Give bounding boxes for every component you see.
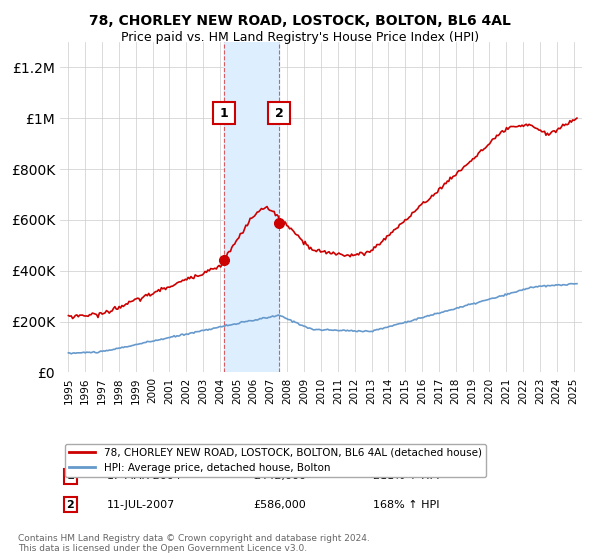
Text: £586,000: £586,000 [253,500,306,510]
Text: 17-MAR-2004: 17-MAR-2004 [107,472,182,482]
Text: 2: 2 [275,106,284,120]
Text: 2: 2 [67,500,74,510]
Text: Price paid vs. HM Land Registry's House Price Index (HPI): Price paid vs. HM Land Registry's House … [121,31,479,44]
Text: 78, CHORLEY NEW ROAD, LOSTOCK, BOLTON, BL6 4AL: 78, CHORLEY NEW ROAD, LOSTOCK, BOLTON, B… [89,14,511,28]
Text: 168% ↑ HPI: 168% ↑ HPI [373,500,440,510]
Bar [224,42,280,372]
Legend: 78, CHORLEY NEW ROAD, LOSTOCK, BOLTON, BL6 4AL (detached house), HPI: Average pr: 78, CHORLEY NEW ROAD, LOSTOCK, BOLTON, B… [65,444,486,477]
Text: 1: 1 [219,106,228,120]
Text: 211% ↑ HPI: 211% ↑ HPI [373,472,440,482]
Text: Contains HM Land Registry data © Crown copyright and database right 2024.
This d: Contains HM Land Registry data © Crown c… [18,534,370,553]
Text: £442,000: £442,000 [253,472,306,482]
Text: 11-JUL-2007: 11-JUL-2007 [107,500,175,510]
Text: 1: 1 [67,472,74,482]
